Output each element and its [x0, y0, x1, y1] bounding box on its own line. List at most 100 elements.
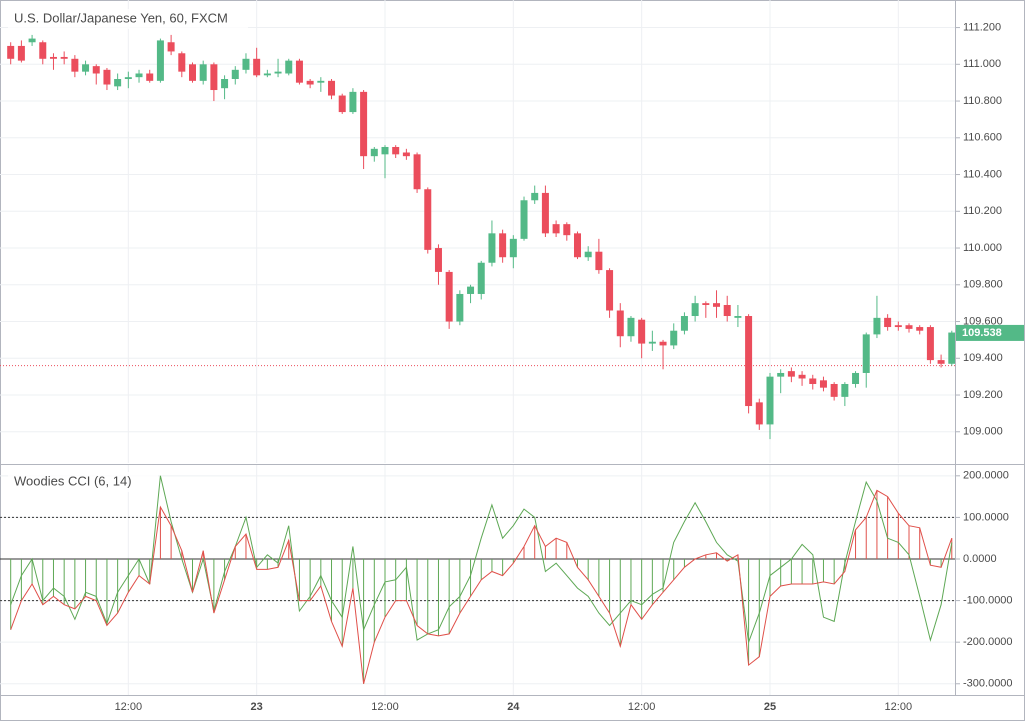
candle-body [263, 73, 271, 76]
y-tick-label: -100.0000 [963, 594, 1013, 606]
candle-body [777, 372, 785, 377]
candle-body [370, 148, 378, 157]
candle-body [563, 224, 571, 236]
candle-body [713, 303, 721, 307]
candle-body [766, 376, 774, 425]
candle-body [456, 293, 464, 322]
candle-body [755, 402, 763, 425]
candle-body [49, 56, 57, 59]
candle-body [60, 56, 68, 59]
candle-body [648, 341, 656, 344]
y-tick-label: -200.0000 [963, 636, 1013, 648]
candle-body [862, 334, 870, 373]
candle-body [188, 64, 196, 81]
candle-body [156, 40, 164, 81]
candle-body [434, 248, 442, 272]
candle-body [830, 383, 838, 397]
candle-body [734, 316, 742, 318]
candle-body [285, 60, 293, 74]
y-tick-label: 100.0000 [963, 511, 1009, 523]
candle-body [573, 233, 581, 258]
candle-body [520, 200, 528, 239]
y-tick-label: 110.400 [963, 168, 1002, 180]
candle-body [338, 95, 346, 113]
y-tick-label: 109.200 [963, 389, 1003, 401]
candle-body [488, 233, 496, 263]
candle-body [659, 341, 667, 346]
candle-body [114, 79, 122, 87]
x-tick-label: 24 [507, 701, 520, 713]
last-price-box [956, 324, 1024, 341]
candle-body [71, 58, 79, 72]
candle-body [894, 325, 902, 328]
candle-body [680, 316, 688, 331]
candle-body [852, 372, 860, 384]
candle-body [210, 64, 218, 91]
candle-body [199, 64, 207, 81]
title-bg [8, 9, 248, 29]
candle-body [638, 319, 646, 344]
x-tick-label: 12:00 [628, 701, 656, 713]
title-bg [8, 472, 158, 492]
y-tick-label: 109.400 [963, 352, 1003, 364]
candle-body [135, 73, 143, 78]
candle-body [787, 371, 795, 377]
candle-body [103, 69, 111, 85]
candle-body [691, 303, 699, 317]
y-tick-label: 111.000 [963, 58, 1001, 70]
candle-body [595, 251, 603, 271]
y-tick-label: 110.000 [963, 242, 1002, 254]
candle-body [531, 192, 539, 201]
candle-body [541, 192, 549, 234]
candle-body [916, 327, 924, 331]
candle-body [723, 304, 731, 317]
candle-body [381, 146, 389, 155]
candle-body [349, 91, 357, 113]
candle-body [873, 317, 881, 335]
y-tick-label: 111.200 [963, 21, 1001, 33]
candle-body [499, 233, 507, 258]
candle-body [82, 64, 90, 72]
x-tick-label: 12:00 [115, 701, 143, 713]
candle-body [306, 80, 314, 85]
y-tick-label: 200.0000 [963, 470, 1009, 482]
candle-body [274, 71, 282, 74]
x-tick-label: 12:00 [371, 701, 399, 713]
candle-body [317, 80, 325, 83]
candle-body [905, 325, 913, 329]
candle-body [467, 286, 475, 294]
candle-body [28, 38, 36, 43]
candle-body [328, 80, 336, 96]
y-tick-label: 110.200 [963, 205, 1002, 217]
y-tick-label: 109.800 [963, 279, 1003, 291]
candle-body [627, 317, 635, 337]
candle-body [948, 332, 956, 364]
candle-body [884, 317, 892, 328]
candle-body [178, 53, 186, 72]
candle-body [231, 69, 239, 80]
x-tick-label: 23 [251, 701, 263, 713]
last-price-label: 109.538 [962, 327, 1002, 339]
y-tick-label: 0.0000 [963, 553, 997, 565]
candle-body [926, 327, 934, 361]
candle-body [295, 60, 303, 83]
candle-body [841, 383, 849, 397]
y-tick-label: 109.600 [963, 315, 1003, 327]
y-tick-label: 110.600 [963, 132, 1002, 144]
x-tick-label: 12:00 [885, 701, 913, 713]
candle-body [402, 152, 410, 157]
candle-body [745, 316, 753, 407]
candle-body [552, 224, 560, 234]
candle-body [39, 42, 47, 59]
candle-body [606, 270, 614, 311]
candle-body [360, 91, 368, 157]
candle-body [92, 66, 100, 74]
y-tick-label: 110.800 [963, 95, 1002, 107]
candle-body [413, 154, 421, 190]
candle-body [124, 77, 132, 80]
candle-body [221, 79, 229, 89]
x-tick-label: 25 [764, 701, 776, 713]
candle-body [702, 303, 710, 305]
